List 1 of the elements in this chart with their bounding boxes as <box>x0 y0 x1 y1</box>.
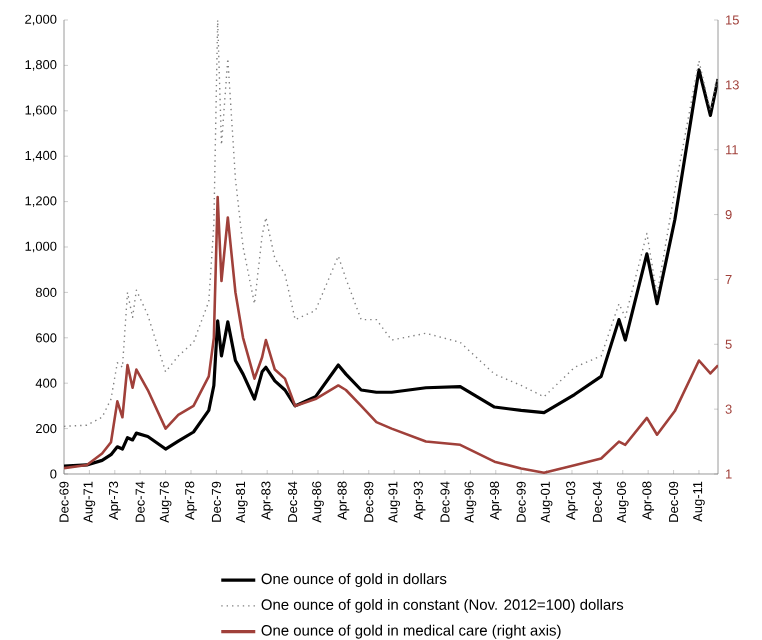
line-series <box>64 68 719 468</box>
